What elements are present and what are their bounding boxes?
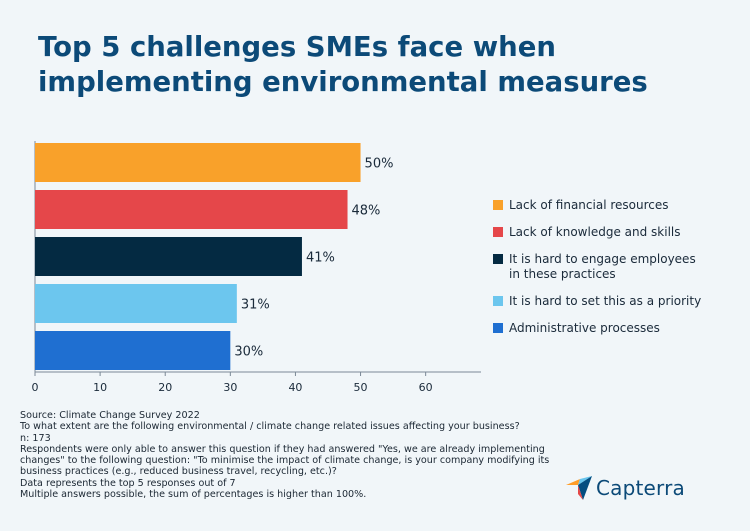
x-tick-label: 40	[288, 381, 302, 394]
bar	[35, 331, 231, 370]
legend-swatch	[493, 296, 503, 306]
legend-item: Lack of knowledge and skills	[493, 225, 733, 240]
chart-legend: Lack of financial resources Lack of knowl…	[493, 198, 733, 348]
chart-title: Top 5 challenges SMEs face when implemen…	[38, 30, 718, 100]
legend-label: It is hard to set this as a priority	[509, 294, 702, 308]
bar	[35, 190, 348, 229]
bar-value-label: 48%	[352, 204, 381, 219]
x-tick-label: 20	[158, 381, 172, 394]
legend-item: Administrative processes	[493, 321, 733, 336]
chart-title-line-1: Top 5 challenges SMEs face when	[38, 31, 556, 63]
bar-value-label: 30%	[234, 345, 263, 360]
legend-item: Lack of financial resources	[493, 198, 733, 213]
question-note: To what extent are the following environ…	[20, 421, 520, 433]
bar-value-label: 50%	[365, 157, 394, 172]
multiple-answers-note: Multiple answers possible, the sum of pe…	[20, 489, 367, 501]
sample-size-note: n: 173	[20, 432, 51, 444]
legend-swatch	[493, 200, 503, 210]
x-tick-label: 30	[223, 381, 237, 394]
capterra-logo-text: Capterra	[596, 476, 686, 500]
legend-label: Lack of financial resources	[509, 198, 669, 212]
x-tick-label: 60	[419, 381, 433, 394]
legend-swatch	[493, 227, 503, 237]
legend-item: It is hard to set this as a priority	[493, 294, 733, 309]
bar	[35, 143, 361, 182]
legend-item: It is hard to engage employees in these …	[493, 252, 733, 282]
x-tick-label: 10	[93, 381, 107, 394]
legend-label: Administrative processes	[509, 321, 660, 335]
bar-value-label: 31%	[241, 298, 270, 313]
footnotes: Source: Climate Change Survey 2022 To wh…	[20, 410, 560, 500]
legend-label: It is hard to engage employees in these …	[509, 252, 696, 281]
capterra-arrow-icon	[566, 476, 592, 500]
source-note: Source: Climate Change Survey 2022	[20, 410, 200, 421]
legend-label: Lack of knowledge and skills	[509, 225, 681, 239]
capterra-logo: Capterra	[566, 476, 685, 500]
bar-value-label: 41%	[306, 251, 335, 266]
x-tick-label: 0	[32, 381, 39, 394]
x-tick-label: 50	[354, 381, 368, 394]
legend-swatch	[493, 323, 503, 333]
bar	[35, 237, 302, 276]
legend-swatch	[493, 254, 503, 264]
chart-title-line-2: implementing environmental measures	[38, 66, 648, 98]
respondents-note: Respondents were only able to answer thi…	[20, 443, 550, 478]
bar	[35, 284, 237, 323]
data-note: Data represents the top 5 responses out …	[20, 477, 236, 489]
